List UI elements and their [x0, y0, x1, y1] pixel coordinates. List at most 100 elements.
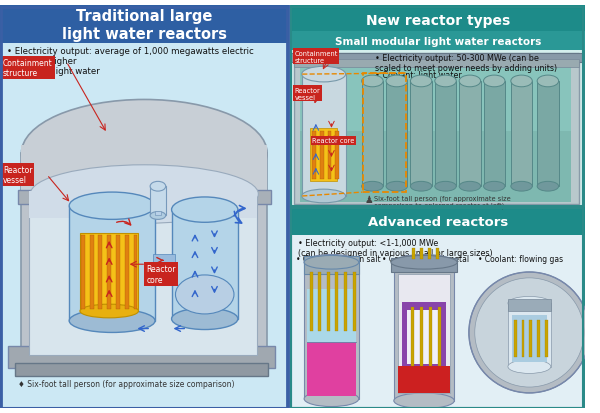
Ellipse shape — [362, 182, 383, 192]
Ellipse shape — [511, 76, 532, 88]
Ellipse shape — [484, 182, 505, 192]
Bar — [353, 272, 356, 331]
Bar — [428, 248, 431, 260]
Bar — [0, 6, 289, 44]
Bar — [172, 210, 238, 319]
Bar — [290, 6, 585, 207]
Bar — [300, 68, 571, 131]
Ellipse shape — [484, 76, 505, 88]
Bar — [290, 32, 585, 51]
Bar — [362, 74, 406, 192]
Bar — [292, 8, 583, 206]
Text: Advanced reactors: Advanced reactors — [368, 215, 508, 228]
Ellipse shape — [537, 182, 559, 192]
Ellipse shape — [22, 100, 267, 207]
Ellipse shape — [304, 256, 359, 269]
Text: New reactor types: New reactor types — [365, 14, 510, 27]
Text: • Electricity output: average of 1,000 megawatts electric
(MWe) or higher: • Electricity output: average of 1,000 m… — [7, 47, 254, 66]
Bar — [29, 195, 257, 355]
Ellipse shape — [150, 212, 166, 220]
Ellipse shape — [80, 304, 139, 318]
Ellipse shape — [175, 275, 234, 314]
Text: Small modular light water reactors: Small modular light water reactors — [335, 37, 541, 47]
Text: Traditional large
light water reactors: Traditional large light water reactors — [62, 9, 227, 42]
Text: Reactor core: Reactor core — [312, 138, 355, 144]
Ellipse shape — [172, 197, 238, 223]
Bar — [318, 272, 321, 331]
Bar — [521, 320, 524, 357]
Bar — [529, 320, 532, 357]
Bar — [0, 6, 289, 408]
Ellipse shape — [150, 182, 166, 192]
Circle shape — [475, 278, 584, 387]
Bar — [362, 82, 383, 187]
Bar — [412, 307, 415, 366]
Bar — [290, 6, 585, 34]
Bar — [89, 235, 94, 309]
Bar — [22, 146, 267, 199]
Ellipse shape — [386, 76, 407, 88]
Text: • Coolant: molten salt: • Coolant: molten salt — [296, 255, 381, 264]
Bar — [310, 128, 337, 182]
Text: • Electricity output: <1-1,000 MWe
(can be designed in various small or large si: • Electricity output: <1-1,000 MWe (can … — [298, 238, 493, 258]
Ellipse shape — [435, 76, 456, 88]
Bar — [420, 307, 423, 366]
Text: • Coolant: liquid metal: • Coolant: liquid metal — [382, 255, 469, 264]
Bar — [420, 248, 423, 260]
Bar — [394, 263, 454, 401]
Ellipse shape — [69, 192, 155, 220]
Ellipse shape — [508, 297, 551, 310]
Bar — [401, 302, 446, 366]
Ellipse shape — [394, 393, 454, 408]
Bar — [410, 82, 432, 187]
Bar — [290, 207, 585, 408]
Text: Six-foot tall person (for approximate size
comparison to enlarged reactor at lef: Six-foot tall person (for approximate si… — [374, 195, 511, 209]
Ellipse shape — [30, 165, 259, 224]
Bar — [398, 366, 451, 393]
Bar — [435, 82, 456, 187]
Ellipse shape — [304, 391, 359, 406]
Bar — [328, 131, 331, 180]
Bar — [407, 310, 440, 364]
Ellipse shape — [172, 309, 238, 330]
Bar — [69, 206, 155, 321]
Bar — [116, 235, 120, 309]
Text: • Coolant: light water: • Coolant: light water — [376, 71, 462, 80]
Bar — [22, 154, 267, 368]
Text: • Coolant: flowing gas: • Coolant: flowing gas — [478, 255, 563, 264]
Ellipse shape — [386, 182, 407, 192]
Bar — [511, 82, 532, 187]
Bar — [107, 235, 111, 309]
Bar — [326, 272, 329, 331]
Bar — [125, 235, 128, 309]
Bar — [290, 54, 583, 63]
Ellipse shape — [302, 67, 346, 83]
Text: Containment
structure: Containment structure — [3, 58, 53, 78]
Bar — [545, 320, 548, 357]
Bar — [537, 320, 540, 357]
Bar — [459, 82, 481, 187]
Bar — [320, 131, 323, 180]
Bar — [302, 75, 346, 197]
Bar — [1, 8, 287, 408]
Bar — [514, 320, 517, 357]
Bar — [29, 192, 257, 219]
Ellipse shape — [391, 256, 457, 269]
Bar — [537, 82, 559, 187]
Bar — [508, 304, 551, 367]
Bar — [508, 299, 551, 311]
Bar — [412, 248, 415, 260]
Ellipse shape — [410, 182, 432, 192]
Bar — [290, 207, 585, 235]
Bar — [134, 235, 137, 309]
Bar — [335, 131, 339, 180]
Bar — [307, 289, 356, 342]
Text: Reactor
vessel: Reactor vessel — [295, 88, 320, 100]
Bar — [484, 82, 505, 187]
Ellipse shape — [394, 255, 454, 271]
Bar — [8, 346, 275, 368]
Bar — [98, 235, 103, 309]
Bar — [17, 191, 271, 204]
Bar — [81, 235, 85, 309]
Bar — [304, 263, 359, 399]
